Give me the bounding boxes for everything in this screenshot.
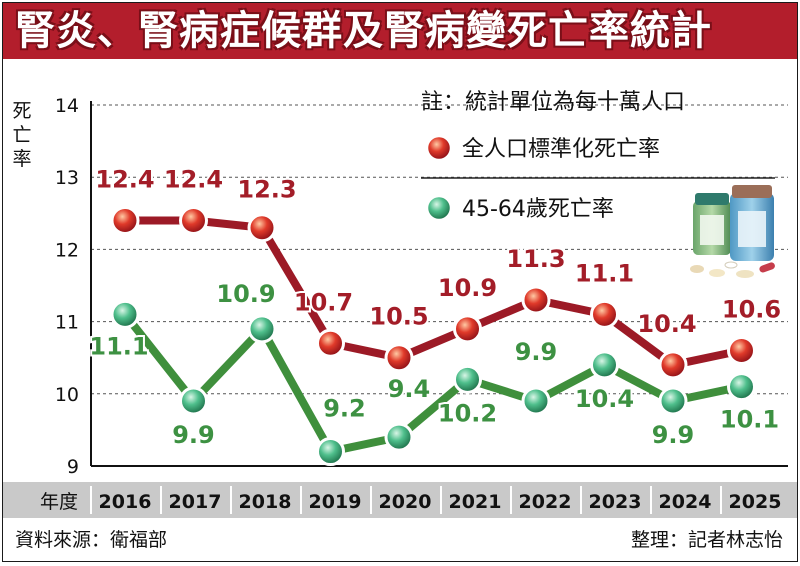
marker-45-64-2023 bbox=[590, 350, 619, 380]
data-label-45-64-2018: 10.9 bbox=[216, 280, 275, 308]
marker-45-64-2021 bbox=[453, 364, 482, 394]
pill-bottles-illustration bbox=[690, 185, 775, 278]
x-tick-2018: 2018 bbox=[239, 491, 292, 513]
marker-45-64-2016 bbox=[110, 299, 140, 329]
marker-45-64-2020 bbox=[384, 422, 414, 452]
marker-45-64-2025 bbox=[727, 372, 756, 402]
legend-label-45-64: 45-64歲死亡率 bbox=[462, 197, 614, 222]
unit-note: 註：統計單位為每十萬人口 bbox=[421, 90, 685, 115]
legend-marker-red bbox=[425, 134, 453, 162]
gridlines bbox=[91, 104, 788, 395]
editor-credit: 整理：記者林志怡 bbox=[630, 529, 783, 551]
data-label-45-64-2021: 10.2 bbox=[438, 399, 497, 427]
x-tick-2016: 2016 bbox=[99, 491, 152, 513]
pill bbox=[709, 269, 725, 277]
data-label-45-64-2016: 11.1 bbox=[89, 332, 148, 360]
x-axis-band bbox=[3, 482, 797, 518]
marker-total-2019 bbox=[316, 328, 345, 358]
marker-45-64-2022 bbox=[521, 386, 551, 416]
marker-total-2017 bbox=[179, 206, 208, 236]
series-line-total bbox=[121, 216, 746, 369]
data-label-total-2022: 11.3 bbox=[506, 245, 565, 273]
marker-total-2022 bbox=[521, 285, 551, 315]
data-markers bbox=[110, 206, 756, 467]
data-label-45-64-2025: 10.1 bbox=[720, 406, 779, 434]
data-label-total-2017: 12.4 bbox=[164, 166, 223, 194]
bottle-blue-cap bbox=[732, 185, 772, 198]
marker-total-2024 bbox=[658, 350, 688, 380]
data-label-45-64-2022: 9.9 bbox=[515, 338, 558, 366]
data-label-45-64-2019: 9.2 bbox=[323, 395, 366, 423]
legend: 註：統計單位為每十萬人口 全人口標準化死亡率 45-64歲死亡率 bbox=[421, 90, 775, 222]
x-tick-2023: 2023 bbox=[589, 491, 642, 513]
marker-45-64-2019 bbox=[316, 437, 345, 467]
y-tick-13: 13 bbox=[55, 167, 79, 189]
data-label-total-2019: 10.7 bbox=[294, 288, 353, 316]
data-label-total-2018: 12.3 bbox=[237, 176, 296, 204]
y-axis-label: 死亡率 bbox=[12, 100, 32, 170]
pill bbox=[724, 261, 738, 269]
data-label-total-2025: 10.6 bbox=[722, 295, 781, 323]
marker-total-2025 bbox=[727, 335, 756, 365]
marker-total-2020 bbox=[384, 343, 414, 373]
data-label-total-2020: 10.5 bbox=[369, 303, 428, 331]
y-tick-14: 14 bbox=[55, 95, 79, 117]
pill bbox=[736, 270, 754, 278]
x-tick-2025: 2025 bbox=[729, 491, 782, 513]
y-tick-12: 12 bbox=[55, 239, 79, 261]
marker-45-64-2018 bbox=[247, 314, 277, 344]
bottle-green-cap bbox=[695, 193, 729, 205]
data-label-total-2023: 11.1 bbox=[575, 259, 634, 287]
x-tick-2017: 2017 bbox=[169, 491, 222, 513]
data-label-45-64-2020: 9.4 bbox=[388, 375, 431, 403]
bottle-green-label bbox=[700, 215, 724, 245]
x-tick-2022: 2022 bbox=[519, 491, 572, 513]
marker-total-2023 bbox=[590, 299, 619, 329]
source-credit: 資料來源：衛福部 bbox=[15, 529, 168, 551]
legend-marker-green bbox=[425, 194, 453, 222]
y-tick-10: 10 bbox=[55, 384, 79, 406]
legend-label-total: 全人口標準化死亡率 bbox=[462, 137, 660, 162]
series-line-45-64 bbox=[121, 310, 746, 456]
chart-title: 腎炎、腎病症候群及腎病變死亡率統計 bbox=[15, 8, 712, 54]
series-lines bbox=[121, 216, 746, 456]
data-labels: 12.4 12.4 12.310.710.510.911.311.110.410.6… bbox=[87, 164, 783, 451]
title-bar: 腎炎、腎病症候群及腎病變死亡率統計 bbox=[3, 3, 797, 59]
y-tick-9: 9 bbox=[67, 456, 79, 478]
data-label-total-2021: 10.9 bbox=[438, 274, 497, 302]
x-tick-2020: 2020 bbox=[379, 491, 432, 513]
data-label-45-64-2017: 9.9 bbox=[172, 421, 215, 449]
y-tick-11: 11 bbox=[55, 312, 79, 334]
x-axis-header: 年度 bbox=[40, 491, 78, 513]
x-tick-2019: 2019 bbox=[309, 491, 362, 513]
line-chart: 9 10 11 12 13 14 年度 2016 2017 2018 2019 2020 2021 202… bbox=[40, 90, 788, 514]
marker-45-64-2017 bbox=[179, 386, 208, 416]
x-tick-2024: 2024 bbox=[659, 491, 712, 513]
pill bbox=[690, 265, 704, 273]
capsule bbox=[759, 262, 775, 273]
axes: 9 10 11 12 13 14 年度 2016 2017 2018 2019 2020 2021 202… bbox=[40, 95, 788, 514]
marker-total-2021 bbox=[453, 314, 482, 344]
x-tick-2021: 2021 bbox=[449, 491, 502, 513]
data-label-45-64-2023: 10.4 bbox=[575, 385, 634, 413]
data-label-45-64-2024: 9.9 bbox=[652, 421, 695, 449]
bottle-blue-label bbox=[738, 211, 766, 247]
data-label-total-2016: 12.4 bbox=[95, 166, 154, 194]
marker-45-64-2024 bbox=[658, 386, 688, 416]
data-label-total-2024: 10.4 bbox=[637, 310, 696, 338]
marker-total-2016 bbox=[110, 206, 140, 236]
marker-total-2018 bbox=[247, 213, 277, 243]
